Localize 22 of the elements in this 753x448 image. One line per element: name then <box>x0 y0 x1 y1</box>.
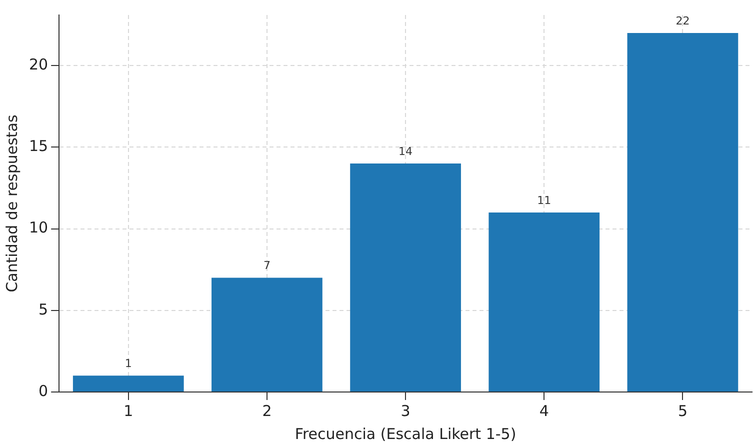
y-tick-label: 20 <box>28 55 48 74</box>
y-tick-label: 0 <box>38 382 48 400</box>
bar <box>72 376 184 392</box>
y-tick-label: 10 <box>28 218 48 237</box>
y-tick-label: 15 <box>28 137 48 156</box>
x-tick-label: 2 <box>262 402 272 420</box>
data-label: 22 <box>676 14 690 28</box>
data-label: 14 <box>398 144 413 158</box>
bar <box>350 164 461 392</box>
x-tick-label: 4 <box>539 402 549 420</box>
data-label: 11 <box>537 194 552 207</box>
x-tick-label: 3 <box>400 402 410 420</box>
x-axis-title: Frecuencia (Escala Likert 1-5) <box>294 424 516 443</box>
y-tick-label: 5 <box>38 300 48 318</box>
data-label: 7 <box>263 259 270 272</box>
bar <box>488 212 600 392</box>
bar <box>212 278 322 392</box>
bar <box>627 32 738 392</box>
x-tick-label: 5 <box>678 402 688 420</box>
x-tick-label: 1 <box>124 402 134 420</box>
y-axis-title: Cantidad de respuestas <box>2 114 21 292</box>
data-label: 1 <box>124 357 132 370</box>
